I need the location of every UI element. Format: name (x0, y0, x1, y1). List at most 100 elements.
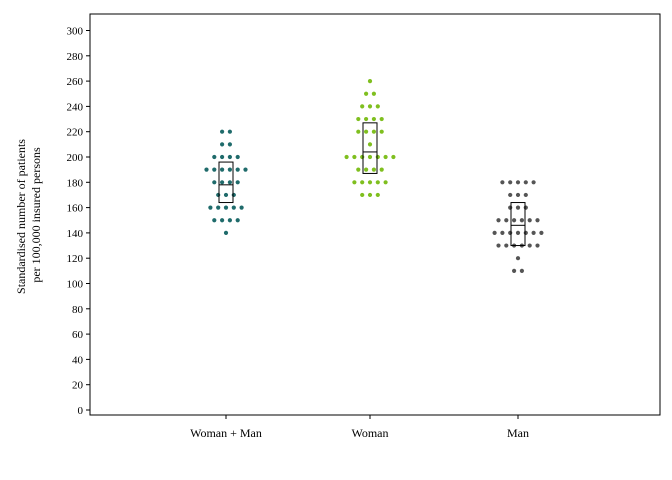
data-point (204, 167, 209, 172)
data-point (235, 218, 240, 223)
data-point (531, 180, 536, 185)
plot-frame (89, 13, 661, 416)
data-point (375, 154, 380, 160)
data-point (364, 167, 369, 172)
y-tick-label: 300 (67, 26, 84, 38)
data-point (371, 91, 376, 96)
data-point (227, 180, 232, 185)
data-point (364, 116, 369, 122)
data-point (367, 104, 373, 109)
y-tick-label: 280 (67, 51, 84, 63)
y-tick-label: 60 (72, 329, 84, 341)
data-point (379, 116, 384, 122)
data-point (360, 192, 365, 198)
data-point (223, 192, 229, 198)
data-point (496, 218, 501, 223)
data-point (231, 192, 236, 198)
data-point (216, 205, 221, 210)
data-point (220, 180, 225, 185)
data-point (212, 180, 217, 185)
data-point (375, 104, 380, 109)
data-point (371, 167, 376, 172)
data-point (523, 230, 528, 235)
data-point (352, 180, 357, 185)
data-point (500, 180, 505, 185)
data-point (515, 192, 521, 198)
data-point (496, 243, 501, 248)
data-point (523, 180, 528, 185)
data-point (223, 230, 229, 235)
data-point (243, 167, 248, 172)
data-point (356, 129, 361, 134)
data-point (515, 205, 521, 210)
y-axis-title-line-2: per 100,000 insured persons (29, 147, 43, 283)
data-point (239, 205, 244, 210)
data-point (227, 167, 232, 172)
data-point (227, 142, 232, 147)
data-point (235, 167, 240, 172)
data-point (212, 218, 217, 223)
x-category-label: Woman + Man (190, 426, 262, 440)
y-tick-label: 40 (72, 354, 84, 366)
data-point (511, 218, 517, 223)
y-axis-title: Standardised number of patients per 100,… (14, 136, 43, 294)
data-point (235, 154, 240, 160)
data-point (352, 154, 357, 160)
x-axis: Woman + Man Woman Man (190, 415, 529, 440)
data-point (375, 192, 380, 198)
data-point (508, 205, 513, 210)
data-point (371, 129, 376, 134)
data-point (220, 218, 225, 223)
data-point (511, 268, 517, 273)
data-point (231, 205, 236, 210)
data-point (364, 91, 369, 96)
data-point (383, 180, 388, 185)
data-point (220, 142, 225, 147)
data-point (360, 154, 365, 160)
data-point (379, 167, 384, 172)
data-point (360, 180, 365, 185)
data-point (220, 129, 225, 134)
data-point (539, 230, 544, 235)
data-point (367, 142, 373, 147)
data-point (391, 154, 396, 160)
iqr-box (510, 202, 526, 247)
y-tick-label: 0 (78, 405, 84, 417)
data-point (223, 205, 229, 210)
data-point (379, 129, 384, 134)
data-point (375, 180, 380, 185)
data-point (519, 268, 525, 273)
data-point (504, 218, 509, 223)
data-point (515, 230, 521, 235)
data-point (367, 154, 373, 160)
data-point (492, 230, 497, 235)
y-tick-label: 260 (67, 76, 84, 88)
data-point (504, 243, 509, 248)
data-point (535, 243, 540, 248)
y-tick-label: 120 (67, 253, 84, 265)
data-point (344, 154, 349, 160)
data-point (523, 205, 528, 210)
data-point (356, 116, 361, 122)
x-category-label: Man (507, 426, 529, 440)
iqr-box (362, 122, 378, 174)
y-axis: 0 20 40 60 80 100 120 140 160 180 200 220 240 260 280 3… (67, 26, 90, 417)
data-point (535, 218, 540, 223)
data-point (508, 180, 513, 185)
data-point (208, 205, 213, 210)
data-point (220, 154, 225, 160)
chart-marks (204, 79, 544, 273)
y-tick-label: 100 (67, 279, 84, 291)
data-point (364, 129, 369, 134)
y-tick-label: 80 (72, 304, 84, 316)
data-point (519, 218, 525, 223)
data-point (515, 256, 521, 261)
data-point (531, 230, 536, 235)
data-point (508, 192, 513, 198)
data-point (227, 154, 232, 160)
data-point (527, 218, 532, 223)
data-point (383, 154, 388, 160)
data-point (212, 154, 217, 160)
data-point (235, 180, 240, 185)
